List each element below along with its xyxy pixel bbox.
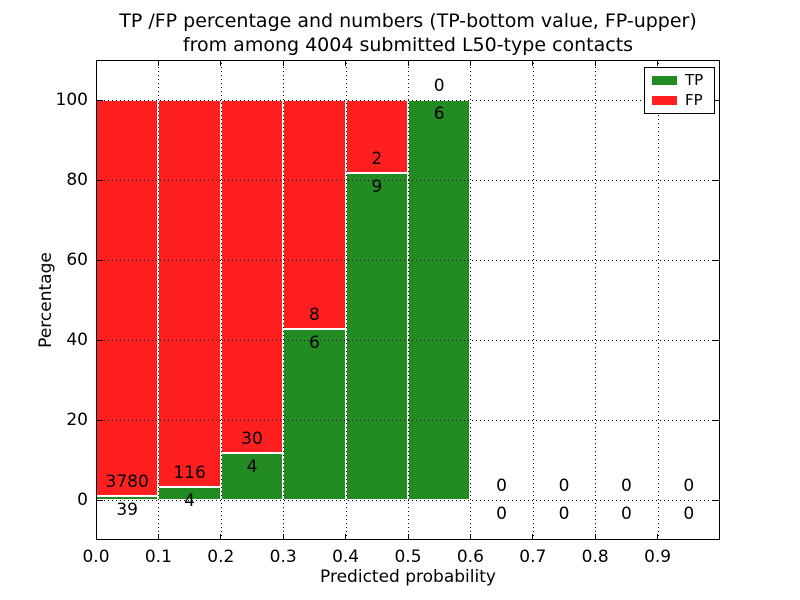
x-tick-top [220, 60, 222, 66]
y-tick-left [96, 419, 103, 421]
x-tick-label: 0.5 [394, 547, 422, 567]
y-tick-right [713, 99, 720, 101]
tp-count-label: 0 [620, 504, 632, 524]
x-tick-top [657, 60, 659, 66]
y-tick-label: 60 [66, 250, 88, 270]
x-tick-bottom [469, 534, 471, 540]
y-tick-left [96, 259, 103, 261]
fp-count-label: 3780 [105, 471, 149, 492]
tp-count-label: 9 [371, 176, 383, 197]
x-tick-label: 0.1 [144, 547, 172, 567]
chart-title-line1: TP /FP percentage and numbers (TP-bottom… [119, 10, 697, 32]
y-tick-label: 0 [77, 490, 88, 510]
y-tick-label: 80 [66, 170, 88, 190]
x-tick-bottom [657, 534, 659, 540]
y-tick-label: 100 [55, 90, 88, 110]
x-tick-bottom [407, 534, 409, 540]
gridline-vertical [470, 60, 472, 540]
x-tick-top [532, 60, 534, 66]
x-tick-label: 0.7 [519, 547, 547, 567]
fp-count-label: 116 [173, 462, 206, 483]
fp-count-label: 0 [496, 476, 508, 496]
tp-count-label: 6 [433, 104, 445, 124]
x-tick-label: 0.9 [644, 547, 672, 567]
legend-row-tp: TP [652, 73, 707, 88]
tp-count-label: 0 [558, 504, 570, 524]
x-tick-top [469, 60, 471, 66]
y-tick-left [96, 99, 103, 101]
gridline-vertical [532, 60, 534, 540]
gridline-vertical [345, 60, 347, 540]
x-axis-label: Predicted probability [320, 567, 496, 587]
tp-count-label: 39 [116, 499, 139, 520]
bar-segment-fp [283, 100, 346, 329]
y-tick-right [713, 419, 720, 421]
gridline-vertical [408, 60, 409, 540]
x-tick-top [345, 60, 347, 66]
x-tick-label: 0.0 [82, 547, 110, 567]
legend-swatch-fp [652, 96, 677, 105]
x-tick-top [407, 60, 409, 66]
x-tick-bottom [157, 534, 159, 540]
fp-count-label: 0 [558, 476, 570, 496]
bar-segment-tp [345, 172, 408, 500]
bar-segment-tp [283, 328, 346, 500]
chart-title: TP /FP percentage and numbers (TP-bottom… [96, 9, 720, 57]
x-tick-label: 0.2 [207, 547, 235, 567]
fp-count-label: 0 [683, 476, 695, 496]
x-tick-bottom [345, 534, 347, 540]
x-tick-bottom [532, 534, 534, 540]
fp-count-label: 0 [620, 476, 632, 496]
chart-title-line2: from among 4004 submitted L50-type conta… [182, 34, 634, 56]
tp-count-label: 0 [496, 504, 508, 524]
bar-segment-fp [345, 100, 408, 173]
x-tick-top [282, 60, 284, 66]
bar-segment-fp [220, 100, 284, 453]
legend-row-fp: FP [652, 93, 707, 108]
gridline-vertical [595, 60, 597, 540]
fp-count-label: 0 [433, 76, 445, 96]
bar-segment-fp [158, 100, 221, 487]
x-tick-top [95, 60, 97, 66]
y-tick-right [713, 259, 720, 261]
legend-swatch-tp [652, 76, 677, 85]
tp-count-label: 4 [246, 456, 258, 477]
legend-label-tp: TP [685, 71, 704, 89]
x-tick-label: 0.6 [456, 547, 484, 567]
y-tick-right [713, 499, 720, 501]
y-tick-left [96, 499, 103, 501]
y-tick-label: 20 [66, 410, 88, 430]
x-tick-label: 0.8 [581, 547, 609, 567]
x-tick-bottom [282, 534, 284, 540]
y-tick-left [96, 339, 103, 341]
fp-count-label: 8 [308, 304, 320, 325]
bar-segment-tp [408, 100, 471, 500]
x-tick-bottom [220, 534, 222, 540]
gridline-vertical [158, 60, 160, 540]
x-tick-top [594, 60, 596, 66]
plot-area: 3780 39 116 4 30 4 8 6 2 9 0 6 0 0 0 0 0 0 0 0 0.0 0.1 0.2 0.3 0… [56, 60, 720, 567]
x-tick-top [157, 60, 159, 66]
bar-segment-tp [220, 452, 284, 500]
y-tick-right [713, 179, 720, 181]
x-tick-label: 0.3 [269, 547, 297, 567]
fp-count-label: 30 [241, 428, 263, 449]
y-tick-left [96, 179, 103, 181]
gridline-vertical [220, 60, 222, 540]
x-tick-label: 0.4 [332, 547, 360, 567]
tp-count-label: 0 [683, 504, 695, 524]
legend: TP FP [644, 67, 715, 114]
gridline-vertical [283, 60, 285, 540]
tp-count-label: 4 [184, 490, 196, 511]
y-tick-label: 40 [66, 330, 88, 350]
bar-segment-fp [96, 100, 159, 496]
y-tick-right [713, 339, 720, 341]
x-tick-bottom [594, 534, 596, 540]
legend-label-fp: FP [685, 91, 703, 109]
x-tick-bottom [95, 534, 97, 540]
tp-count-label: 6 [308, 332, 320, 353]
gridline-vertical [657, 60, 659, 540]
fp-count-label: 2 [371, 148, 383, 169]
